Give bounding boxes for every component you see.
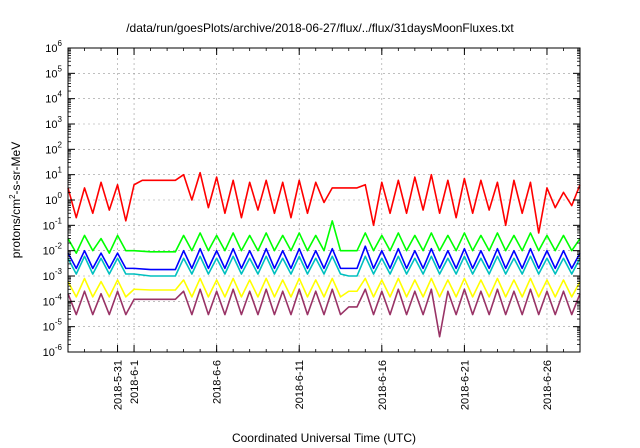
- y-axis-label-sup: 2: [8, 194, 17, 199]
- y-tick-label: 10-2: [43, 242, 63, 258]
- x-tick-label: 2018-6-26: [542, 360, 554, 410]
- series-line-5: [67, 288, 581, 338]
- x-tick-label: 2018-6-16: [377, 360, 389, 410]
- series-line-0: [67, 171, 581, 234]
- series-group: [67, 171, 581, 338]
- x-tick-label: 2018-5-31: [113, 360, 125, 410]
- y-tick-label: 10-5: [43, 318, 63, 334]
- y-tick-label: 10-6: [43, 343, 63, 359]
- series-line-2: [67, 245, 581, 271]
- series-line-4: [67, 277, 581, 298]
- x-tick-label: 2018-6-21: [459, 360, 471, 410]
- y-tick-label: 10-4: [43, 292, 63, 308]
- x-tick-label: 2018-6-11: [294, 360, 306, 409]
- y-axis-ticks: 10-6 10-5 10-4 10-3 10-2 10-1 100 101 102 103 104 1…: [43, 39, 580, 359]
- series-line-1: [67, 220, 581, 254]
- y-tick-label: 100: [45, 191, 62, 207]
- y-tick-label: 10-3: [43, 267, 63, 283]
- y-axis-label-base: protons/cm: [9, 199, 23, 258]
- x-axis-ticks: 2018-5-31 2018-6-1 2018-6-6 2018-6-11 2018-6…: [67, 48, 581, 410]
- series-line-3: [67, 255, 581, 277]
- y-axis-label-rest: -s-sr-MeV: [9, 142, 23, 195]
- y-axis-label: protons/cm2-s-sr-MeV: [8, 142, 23, 258]
- chart-title: /data/run/goesPlots/archive/2018-06-27/f…: [126, 21, 514, 35]
- x-tick-label: 2018-6-1: [129, 360, 141, 404]
- y-tick-label: 104: [45, 90, 62, 106]
- y-tick-label: 105: [45, 64, 62, 80]
- y-tick-label: 103: [45, 115, 62, 131]
- y-tick-label: 102: [45, 140, 62, 156]
- x-axis-label: Coordinated Universal Time (UTC): [232, 431, 416, 445]
- y-tick-label: 10-1: [43, 216, 63, 232]
- x-tick-label: 2018-6-6: [212, 360, 224, 404]
- y-tick-label: 106: [45, 39, 62, 55]
- y-tick-label: 101: [45, 166, 62, 182]
